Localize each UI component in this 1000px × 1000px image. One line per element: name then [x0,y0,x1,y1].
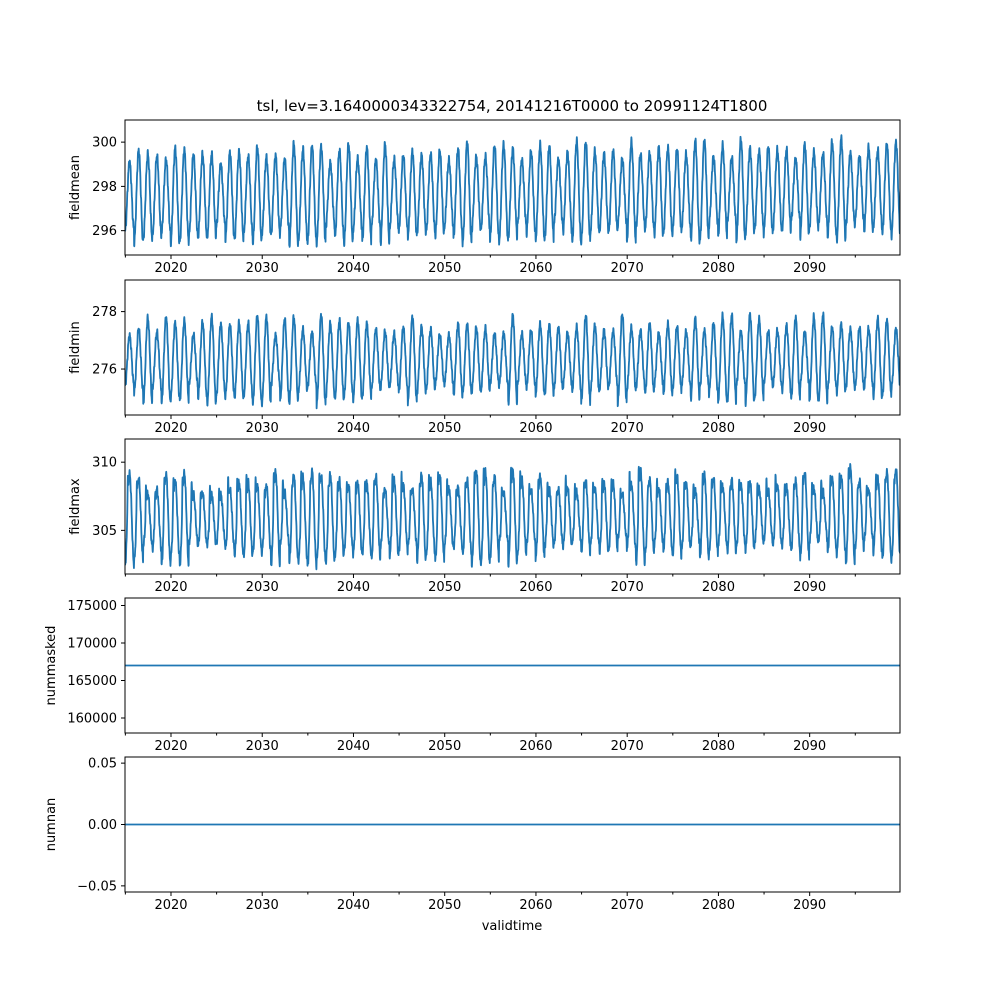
axes-frame-fieldmean [124,119,901,256]
x-tick-label: 2040 [337,898,370,913]
y-axis-label-fieldmean: fieldmean [68,155,83,220]
panel-nummasked: 160000 165000 170000 175000 nummasked 2020 203… [44,597,901,754]
y-axis-label-fieldmin: fieldmin [68,321,83,374]
x-tick-label: 2030 [246,739,279,754]
y-tick-label-numnan: 0.00 [88,818,117,833]
x-tick-label: 2070 [611,898,644,913]
x-tick-label: 2020 [154,739,187,754]
x-tick-label: 2060 [519,261,552,276]
panels: 296 298 300 fieldmean 2020 2030 2040 2050 2060 20… [44,119,901,913]
x-tick-label: 2070 [611,421,644,436]
x-tick-label: 2080 [702,739,735,754]
series-line-fieldmean [125,134,900,248]
y-tick-label-nummasked: 175000 [67,599,117,614]
axes-frame-nummasked [124,597,901,734]
x-tick-label: 2070 [611,580,644,595]
y-tick-label-fieldmin: 278 [92,305,117,320]
y-tick-label-numnan: −0.05 [77,879,117,894]
x-tick-label: 2050 [428,261,461,276]
x-tick-label: 2020 [154,898,187,913]
x-tick-label: 2020 [154,580,187,595]
y-tick-label-nummasked: 160000 [67,712,117,727]
y-axis-label-nummasked: nummasked [44,626,59,706]
x-tick-label: 2040 [337,739,370,754]
panel-fieldmax: 305 310 fieldmax 2020 2030 2040 2050 2060 2070 20… [68,438,901,595]
x-tick-label: 2080 [702,898,735,913]
x-tick-label: 2080 [702,261,735,276]
x-tick-label: 2030 [246,261,279,276]
x-tick-label: 2090 [793,261,826,276]
y-tick-label-nummasked: 165000 [67,674,117,689]
y-tick-label-nummasked: 170000 [67,637,117,652]
y-tick-label-fieldmax: 305 [92,524,117,539]
x-tick-label: 2070 [611,261,644,276]
series-line-fieldmax [125,463,900,571]
y-tick-label-fieldmean: 298 [92,180,117,195]
x-tick-label: 2090 [793,739,826,754]
panel-fieldmean: 296 298 300 fieldmean 2020 2030 2040 2050 2060 20… [68,119,901,276]
y-tick-label-fieldmax: 310 [92,456,117,471]
axes-frame-fieldmax [124,438,901,575]
y-axis-label-fieldmax: fieldmax [68,478,83,535]
chart-title: tsl, lev=3.1640000343322754, 20141216T00… [257,97,768,115]
x-tick-label: 2080 [702,580,735,595]
x-tick-label: 2050 [428,898,461,913]
x-tick-label: 2080 [702,421,735,436]
y-tick-label-fieldmin: 276 [92,363,117,378]
x-tick-label: 2050 [428,580,461,595]
x-tick-label: 2040 [337,261,370,276]
x-tick-label: 2090 [793,421,826,436]
x-tick-label: 2040 [337,580,370,595]
x-tick-label: 2090 [793,580,826,595]
x-tick-label: 2060 [519,580,552,595]
x-tick-label: 2020 [154,421,187,436]
series-line-fieldmin [125,311,900,410]
x-tick-label: 2060 [519,898,552,913]
x-tick-label: 2060 [519,421,552,436]
x-tick-label: 2030 [246,898,279,913]
y-tick-label-numnan: 0.05 [88,757,117,772]
x-tick-label: 2050 [428,421,461,436]
x-tick-label: 2090 [793,898,826,913]
x-tick-label: 2030 [246,421,279,436]
x-axis-label: validtime [482,919,543,934]
y-tick-label-fieldmean: 296 [92,224,117,239]
panel-fieldmin: 276 278 fieldmin 2020 2030 2040 2050 2060 2070 20… [68,279,901,436]
x-tick-label: 2050 [428,739,461,754]
panel-numnan: −0.05 0.00 0.05 numnan 2020 2030 2040 2050 2060 2… [44,756,901,913]
x-tick-label: 2040 [337,421,370,436]
x-tick-label: 2020 [154,261,187,276]
x-tick-label: 2060 [519,739,552,754]
y-axis-label-numnan: numnan [44,798,59,852]
y-tick-label-fieldmean: 300 [92,136,117,151]
x-tick-label: 2030 [246,580,279,595]
axes-frame-fieldmin [124,279,901,416]
x-tick-label: 2070 [611,739,644,754]
